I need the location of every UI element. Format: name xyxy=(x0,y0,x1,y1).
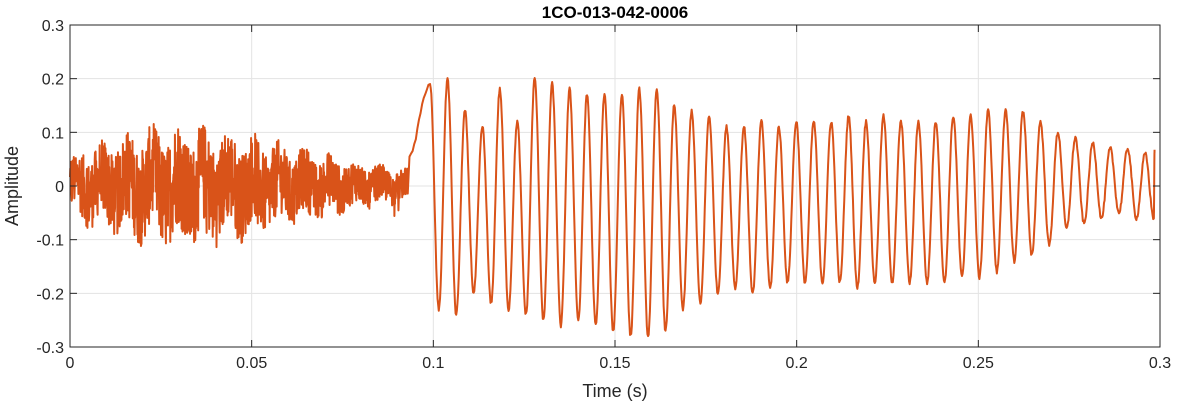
y-tick-label: 0 xyxy=(55,179,64,196)
y-tick-label: -0.2 xyxy=(36,286,64,303)
x-tick-label: 0.1 xyxy=(422,355,444,372)
y-tick-label: -0.1 xyxy=(36,233,64,250)
y-tick-label: 0.1 xyxy=(42,125,64,142)
axis-ticks: 0 0.05 0.1 0.15 0.2 0.25 0.3 -0.3 -0.2 -0.1 0 0.1 0.… xyxy=(36,18,1171,372)
y-tick-label: 0.2 xyxy=(42,72,64,89)
x-tick-label: 0.3 xyxy=(1149,355,1171,372)
signal-line xyxy=(69,77,1156,338)
x-axis-label: Time (s) xyxy=(582,381,647,401)
x-tick-label: 0.15 xyxy=(599,355,630,372)
x-tick-label: 0 xyxy=(66,355,75,372)
x-tick-label: 0.25 xyxy=(963,355,994,372)
x-tick-label: 0.05 xyxy=(236,355,267,372)
chart-title: 1CO-013-042-0006 xyxy=(542,3,688,22)
y-tick-label: 0.3 xyxy=(42,18,64,35)
x-tick-label: 0.2 xyxy=(786,355,808,372)
y-axis-label: Amplitude xyxy=(2,146,22,226)
y-tick-label: -0.3 xyxy=(36,340,64,357)
